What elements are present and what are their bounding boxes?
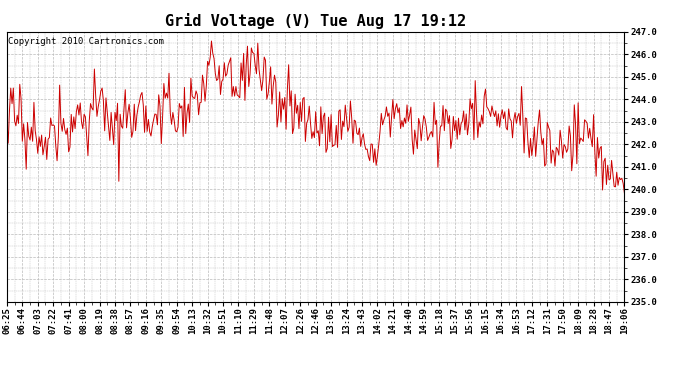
Text: Copyright 2010 Cartronics.com: Copyright 2010 Cartronics.com — [8, 37, 164, 46]
Title: Grid Voltage (V) Tue Aug 17 19:12: Grid Voltage (V) Tue Aug 17 19:12 — [165, 13, 466, 29]
